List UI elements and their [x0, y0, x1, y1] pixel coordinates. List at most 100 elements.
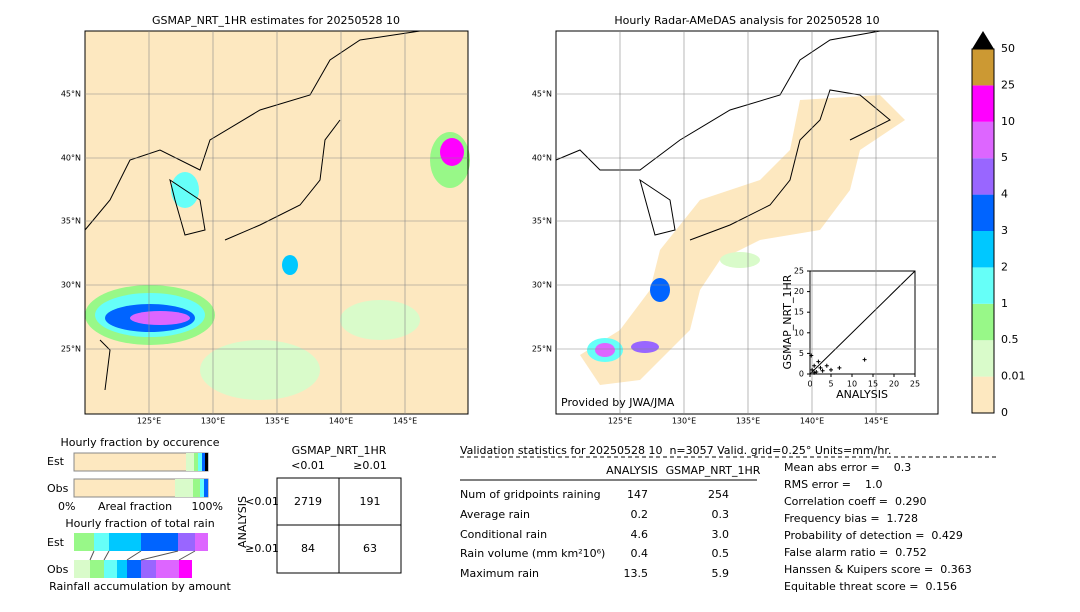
lon-label: 140°E [800, 417, 824, 426]
point [820, 368, 825, 373]
colorbar-label: 1 [1001, 297, 1008, 310]
stat-label: Maximum rain [460, 567, 539, 580]
stat-value: 3.0 [712, 528, 730, 541]
stat-label: Conditional rain [460, 528, 547, 541]
y-axis-label: GSMAP_NRT_1HR [781, 274, 794, 369]
lat-label: 45°N [532, 90, 552, 99]
lat-label: 30°N [532, 281, 552, 290]
x-tick-label: 5 [828, 380, 833, 389]
x-axis-label: ANALYSIS [836, 388, 888, 401]
colorbar-segment [972, 340, 994, 377]
stat-value: 4.6 [631, 528, 649, 541]
colorbar-segment [972, 303, 994, 341]
lon-label: 125°E [137, 417, 161, 426]
point [810, 367, 815, 372]
stat-value: 147 [627, 488, 648, 501]
colorbar-label: 4 [1001, 188, 1008, 201]
y-tick-label: 10 [794, 328, 804, 337]
colorbar-label: 25 [1001, 78, 1015, 91]
point [812, 370, 817, 375]
point [812, 363, 817, 368]
colorbar-segment [972, 158, 994, 195]
axis-label: Areal fraction [98, 500, 172, 513]
y-tick-label: 25 [794, 267, 804, 276]
score: Frequency bias = 1.728 [784, 512, 918, 525]
y-tick-label: 5 [799, 349, 804, 358]
lon-label: 135°E [736, 417, 760, 426]
point [809, 353, 814, 358]
lon-label: 145°E [393, 417, 417, 426]
row-label: ≥0.01 [245, 542, 279, 555]
lat-label: 25°N [61, 345, 81, 354]
lat-label: 35°N [532, 217, 552, 226]
colorbar-segment [972, 231, 994, 268]
colorbar-label: 0.01 [1001, 370, 1026, 383]
table-title: GSMAP_NRT_1HR [292, 444, 387, 457]
stat-value: 254 [708, 488, 729, 501]
score: Probability of detection = 0.429 [784, 529, 963, 542]
colorbar-label: 2 [1001, 260, 1008, 273]
point [837, 365, 842, 370]
score: Mean abs error = 0.3 [784, 461, 911, 474]
colorbar-label: 0 [1001, 406, 1008, 419]
lat-label: 40°N [532, 154, 552, 163]
map-title: Hourly Radar-AMeDAS analysis for 2025052… [614, 14, 879, 27]
colorbar-label: 50 [1001, 42, 1015, 55]
lon-label: 130°E [672, 417, 696, 426]
y-tick-label: 20 [794, 287, 804, 296]
x-tick-label: 15 [868, 380, 878, 389]
row-label: Obs [47, 563, 69, 576]
point [814, 369, 819, 374]
total-rain-bars [74, 533, 208, 578]
col-label: ≥0.01 [353, 459, 387, 472]
cell: 191 [360, 495, 381, 508]
lon-label: 130°E [201, 417, 225, 426]
colorbar-segment [972, 85, 994, 122]
diagonal [809, 270, 916, 375]
stat-label: Num of gridpoints raining [460, 488, 601, 501]
y-label: ANALYSIS [236, 496, 249, 548]
lat-label: 40°N [61, 154, 81, 163]
col-label: GSMAP_NRT_1HR [666, 464, 761, 477]
occurrence-bars [73, 452, 209, 498]
stat-value: 0.3 [712, 508, 730, 521]
point [829, 367, 833, 372]
score: RMS error = 1.0 [784, 478, 882, 491]
row-label: Obs [47, 482, 69, 495]
x-tick-label: 0 [807, 380, 812, 389]
colorbar-segment [972, 267, 994, 304]
col-label: <0.01 [291, 459, 325, 472]
stat-label: Rain volume (mm km²10⁶) [460, 547, 605, 560]
cell: 63 [363, 542, 377, 555]
row-label: Est [47, 455, 65, 468]
coastline [84, 30, 421, 391]
credit: Provided by JWA/JMA [561, 396, 675, 409]
colorbar-segment [972, 376, 994, 413]
lat-label: 35°N [61, 217, 81, 226]
axis-label: 0% [58, 500, 75, 513]
lon-label: 145°E [864, 417, 888, 426]
analysis-coverage [580, 95, 905, 385]
coastline [555, 30, 891, 241]
panel-title: Hourly fraction of total rain [65, 517, 214, 530]
panel-footer: Rainfall accumulation by amount [49, 580, 231, 593]
panel-title: Hourly fraction by occurence [61, 436, 220, 449]
lon-label: 135°E [265, 417, 289, 426]
stat-value: 0.5 [712, 547, 730, 560]
rain-blobs [587, 252, 760, 362]
x-tick-label: 25 [910, 380, 920, 389]
colorbar-segment [972, 49, 994, 86]
colorbar-frame [971, 48, 995, 414]
lon-label: 125°E [608, 417, 632, 426]
row-label: Est [47, 536, 65, 549]
rain-blobs [85, 132, 470, 400]
y-tick-label: 15 [794, 308, 804, 317]
map-frame [84, 30, 469, 415]
map-frame [555, 30, 939, 415]
point [818, 365, 823, 370]
point [862, 357, 867, 362]
axis-label: 100% [192, 500, 223, 513]
lat-label: 30°N [61, 281, 81, 290]
stat-value: 0.2 [631, 508, 649, 521]
score: Hanssen & Kuipers score = 0.363 [784, 563, 972, 576]
